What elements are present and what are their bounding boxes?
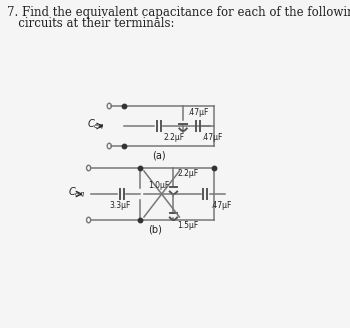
Text: .47μF: .47μF [202,133,223,142]
Text: 1.0μF: 1.0μF [148,181,170,191]
Text: (b): (b) [148,225,162,235]
Text: $C_{eq}$: $C_{eq}$ [87,118,104,132]
Text: circuits at their terminals:: circuits at their terminals: [7,17,175,30]
Text: 1.5μF: 1.5μF [177,221,198,230]
Text: .47μF: .47μF [210,201,232,210]
Text: 2.2μF: 2.2μF [163,133,184,142]
Text: 3.3μF: 3.3μF [110,201,131,210]
Text: 7. Find the equivalent capacitance for each of the following: 7. Find the equivalent capacitance for e… [7,6,350,19]
Text: (a): (a) [152,151,166,161]
Text: 2.2μF: 2.2μF [177,169,198,178]
Text: $C_{eq}$: $C_{eq}$ [68,186,85,200]
Text: .47μF: .47μF [187,108,208,117]
